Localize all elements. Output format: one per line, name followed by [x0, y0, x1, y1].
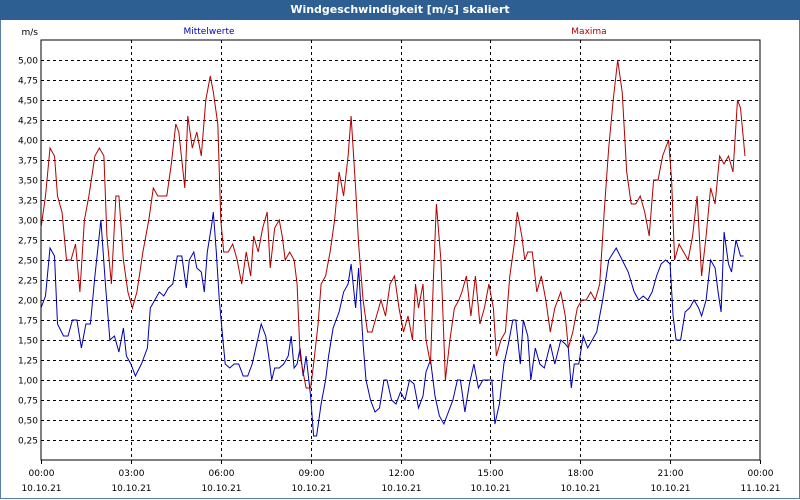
x-tick-time-label: 03:00	[119, 469, 145, 479]
y-tick-label: 1,50	[18, 337, 38, 347]
y-tick-label: 3,75	[18, 157, 38, 167]
x-tick-time-label: 21:00	[658, 469, 684, 479]
series-line-mittelwerte	[40, 211, 744, 437]
x-tick-date-label: 11.10.21	[740, 484, 780, 494]
y-tick-label: 4,25	[18, 117, 38, 127]
x-tick-time-label: 15:00	[478, 469, 504, 479]
y-tick-label: 2,00	[18, 297, 38, 307]
window-title: Windgeschwindigkeit [m/s] skaliert	[0, 0, 800, 20]
x-tick-time-label: 09:00	[299, 469, 325, 479]
y-tick-label: 0,75	[18, 397, 38, 407]
y-tick-label: 1,25	[18, 357, 38, 367]
y-tick-label: 1,00	[18, 377, 38, 387]
x-tick-date-label: 10.10.21	[201, 484, 241, 494]
y-tick-label: 3,25	[18, 197, 38, 207]
x-tick-time-label: 18:00	[568, 469, 594, 479]
x-tick-date-label: 10.10.21	[111, 484, 151, 494]
y-tick-label: 5,00	[18, 57, 38, 67]
x-tick-date-label: 10.10.21	[291, 484, 331, 494]
y-tick-label: 0,50	[18, 417, 38, 427]
y-tick-label: 3,00	[18, 217, 38, 227]
y-tick-label: 4,00	[18, 137, 38, 147]
legend-mittelwerte: Mittelwerte	[183, 27, 234, 37]
x-tick-date-label: 10.10.21	[470, 484, 510, 494]
y-tick-label: 4,75	[18, 77, 38, 87]
y-tick-label: 3,50	[18, 177, 38, 187]
legend-maxima: Maxima	[571, 27, 606, 37]
chart-frame: 0,25 0,50 0,75 1,00 1,25 1,50 1,75 2,00 2,25 2,50…	[0, 20, 800, 499]
x-tick-date-label: 10.10.21	[560, 484, 600, 494]
y-axis-unit-label: m/s	[22, 28, 39, 38]
x-tick-time-label: 00:00	[748, 469, 774, 479]
x-tick-time-label: 00:00	[29, 469, 55, 479]
x-tick-date-label: 10.10.21	[650, 484, 690, 494]
y-tick-label: 0,25	[18, 437, 38, 447]
series-line-maxima	[40, 59, 746, 389]
y-tick-label: 2,25	[18, 277, 38, 287]
x-tick-time-label: 06:00	[209, 469, 235, 479]
y-tick-label: 1,75	[18, 317, 38, 327]
x-tick-date-label: 10.10.21	[21, 484, 61, 494]
plot-area-border	[40, 39, 761, 461]
wind-speed-chart: 0,25 0,50 0,75 1,00 1,25 1,50 1,75 2,00 2,25 2,50…	[18, 27, 781, 494]
y-tick-label: 4,50	[18, 97, 38, 107]
x-tick-time-label: 12:00	[389, 469, 415, 479]
y-tick-label: 2,75	[18, 237, 38, 247]
y-tick-label: 2,50	[18, 257, 38, 267]
x-tick-date-label: 10.10.21	[381, 484, 421, 494]
